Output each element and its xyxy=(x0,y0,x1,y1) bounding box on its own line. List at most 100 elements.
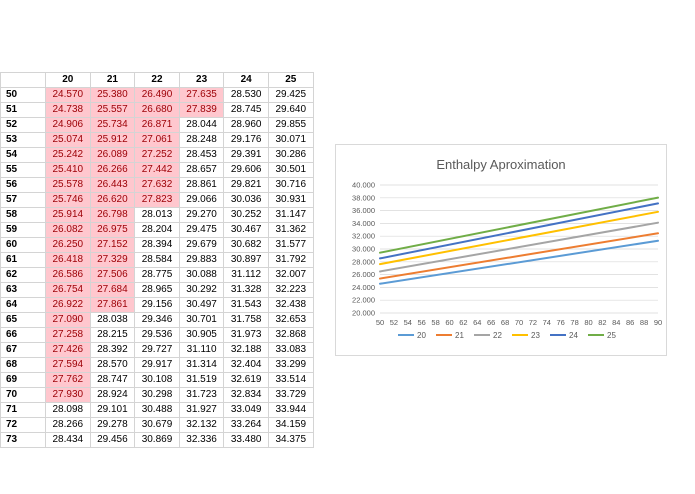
table-cell[interactable]: 31.543 xyxy=(223,297,269,313)
table-cell[interactable]: 30.905 xyxy=(178,327,225,343)
row-header[interactable]: 73 xyxy=(0,432,46,448)
table-cell[interactable]: 30.488 xyxy=(134,402,180,418)
row-header[interactable]: 68 xyxy=(0,357,46,373)
table-cell[interactable]: 25.557 xyxy=(89,102,136,118)
table-cell[interactable]: 29.391 xyxy=(223,147,269,163)
row-header[interactable]: 54 xyxy=(0,147,46,163)
table-cell[interactable]: 31.792 xyxy=(267,252,314,268)
column-header[interactable]: 21 xyxy=(89,72,136,88)
table-cell[interactable]: 31.577 xyxy=(267,237,314,253)
table-cell[interactable]: 30.501 xyxy=(267,162,314,178)
table-cell[interactable]: 28.044 xyxy=(178,117,225,133)
table-cell[interactable]: 29.278 xyxy=(89,417,136,433)
table-cell[interactable]: 26.586 xyxy=(45,267,91,283)
table-cell[interactable]: 28.657 xyxy=(178,162,225,178)
table-cell[interactable]: 25.914 xyxy=(45,207,91,223)
table-cell[interactable]: 28.248 xyxy=(178,132,225,148)
table-cell[interactable]: 26.418 xyxy=(45,252,91,268)
table-cell[interactable]: 29.475 xyxy=(178,222,225,238)
row-header[interactable]: 57 xyxy=(0,192,46,208)
table-cell[interactable]: 26.490 xyxy=(134,87,180,103)
table-cell[interactable]: 25.912 xyxy=(89,132,136,148)
table-cell[interactable]: 28.965 xyxy=(134,282,180,298)
table-cell[interactable]: 34.159 xyxy=(267,417,314,433)
table-cell[interactable]: 28.775 xyxy=(134,267,180,283)
table-cell[interactable]: 28.453 xyxy=(178,147,225,163)
series-line-22[interactable] xyxy=(379,221,659,273)
table-cell[interactable]: 28.013 xyxy=(134,207,180,223)
table-cell[interactable]: 25.578 xyxy=(45,177,91,193)
table-cell[interactable]: 26.975 xyxy=(89,222,136,238)
enthalpy-chart[interactable]: Enthalpy Aproximation 20.000 22.000 24.000… xyxy=(335,144,667,356)
series-line-20[interactable] xyxy=(379,239,659,285)
table-cell[interactable]: 25.380 xyxy=(89,87,136,103)
table-cell[interactable]: 33.083 xyxy=(267,342,314,358)
table-cell[interactable]: 30.497 xyxy=(178,297,225,313)
table-cell[interactable]: 30.682 xyxy=(223,237,269,253)
table-cell[interactable]: 29.425 xyxy=(267,87,314,103)
table-cell[interactable]: 32.653 xyxy=(267,312,314,328)
table-cell[interactable]: 29.821 xyxy=(223,177,269,193)
table-cell[interactable]: 25.746 xyxy=(45,192,91,208)
table-cell[interactable]: 28.530 xyxy=(223,87,269,103)
table-cell[interactable]: 33.264 xyxy=(223,417,269,433)
row-header[interactable]: 60 xyxy=(0,237,46,253)
table-cell[interactable]: 28.861 xyxy=(178,177,225,193)
table-cell[interactable]: 30.931 xyxy=(267,192,314,208)
table-cell[interactable]: 31.112 xyxy=(223,267,269,283)
table-cell[interactable]: 30.286 xyxy=(267,147,314,163)
table-cell[interactable]: 28.038 xyxy=(89,312,136,328)
table-cell[interactable]: 32.132 xyxy=(178,417,225,433)
table-cell[interactable]: 29.536 xyxy=(134,327,180,343)
table-cell[interactable]: 26.680 xyxy=(134,102,180,118)
column-header[interactable]: 24 xyxy=(223,72,269,88)
table-cell[interactable]: 24.738 xyxy=(45,102,91,118)
table-cell[interactable]: 27.762 xyxy=(45,372,91,388)
table-cell[interactable]: 28.098 xyxy=(45,402,91,418)
table-cell[interactable]: 32.438 xyxy=(267,297,314,313)
table-cell[interactable]: 28.745 xyxy=(223,102,269,118)
table-cell[interactable]: 32.619 xyxy=(223,372,269,388)
table-cell[interactable]: 30.292 xyxy=(178,282,225,298)
row-header[interactable]: 65 xyxy=(0,312,46,328)
table-cell[interactable]: 29.917 xyxy=(134,357,180,373)
table-cell[interactable]: 27.861 xyxy=(89,297,136,313)
table-cell[interactable]: 28.204 xyxy=(134,222,180,238)
table-cell[interactable]: 27.442 xyxy=(134,162,180,178)
table-cell[interactable]: 28.960 xyxy=(223,117,269,133)
row-header[interactable]: 52 xyxy=(0,117,46,133)
table-cell[interactable]: 27.684 xyxy=(89,282,136,298)
table-cell[interactable]: 28.747 xyxy=(89,372,136,388)
series-line-21[interactable] xyxy=(379,232,659,280)
row-header[interactable]: 59 xyxy=(0,222,46,238)
table-cell[interactable]: 33.514 xyxy=(267,372,314,388)
table-cell[interactable]: 29.640 xyxy=(267,102,314,118)
table-cell[interactable]: 31.723 xyxy=(178,387,225,403)
table-cell[interactable]: 30.252 xyxy=(223,207,269,223)
table-cell[interactable]: 30.298 xyxy=(134,387,180,403)
table-cell[interactable]: 25.734 xyxy=(89,117,136,133)
table-cell[interactable]: 26.266 xyxy=(89,162,136,178)
table-cell[interactable]: 29.883 xyxy=(178,252,225,268)
row-header[interactable]: 61 xyxy=(0,252,46,268)
table-cell[interactable]: 28.394 xyxy=(134,237,180,253)
column-header[interactable]: 23 xyxy=(178,72,225,88)
table-cell[interactable]: 28.434 xyxy=(45,432,91,448)
row-header[interactable]: 62 xyxy=(0,267,46,283)
table-cell[interactable]: 29.270 xyxy=(178,207,225,223)
table-cell[interactable]: 29.066 xyxy=(178,192,225,208)
table-cell[interactable]: 33.049 xyxy=(223,402,269,418)
table-cell[interactable]: 27.329 xyxy=(89,252,136,268)
table-cell[interactable]: 27.426 xyxy=(45,342,91,358)
table-cell[interactable]: 27.090 xyxy=(45,312,91,328)
row-header[interactable]: 55 xyxy=(0,162,46,178)
table-cell[interactable]: 27.839 xyxy=(178,102,225,118)
table-cell[interactable]: 31.147 xyxy=(267,207,314,223)
column-header[interactable]: 20 xyxy=(45,72,91,88)
table-cell[interactable]: 26.089 xyxy=(89,147,136,163)
table-cell[interactable]: 26.922 xyxy=(45,297,91,313)
table-cell[interactable]: 28.584 xyxy=(134,252,180,268)
table-cell[interactable]: 30.036 xyxy=(223,192,269,208)
series-line-25[interactable] xyxy=(379,196,659,254)
table-cell[interactable]: 28.924 xyxy=(89,387,136,403)
